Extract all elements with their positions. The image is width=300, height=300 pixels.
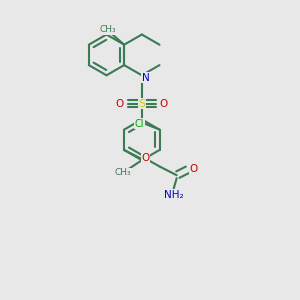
Text: N: N (142, 73, 149, 83)
Text: S: S (138, 99, 146, 109)
Text: CH₃: CH₃ (99, 25, 116, 34)
Text: O: O (142, 153, 150, 164)
Text: CH₃: CH₃ (115, 168, 131, 177)
Text: Cl: Cl (135, 118, 144, 129)
Text: NH₂: NH₂ (164, 190, 184, 200)
Text: O: O (189, 164, 197, 174)
Text: O: O (116, 99, 124, 109)
Text: O: O (160, 99, 168, 109)
